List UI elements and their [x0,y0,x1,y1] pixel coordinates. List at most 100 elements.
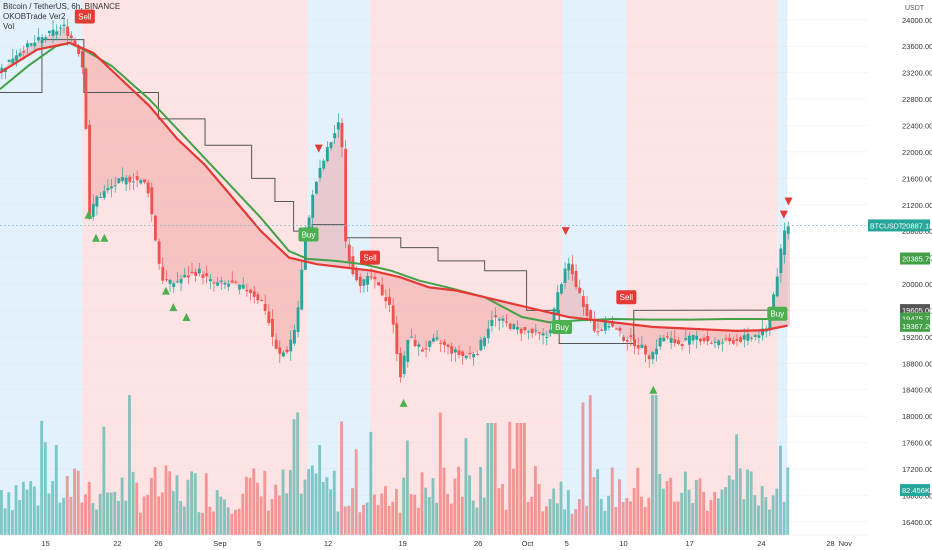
triangle-down-icon [561,227,570,236]
candle-body [99,196,103,198]
candle-body [183,275,187,277]
volume-bar [215,490,219,535]
signal-sell-label: Sell [620,293,634,302]
candle-body [761,328,764,336]
volume-bar [446,493,450,535]
volume-bar [661,488,665,535]
volume-bar [427,497,431,535]
candle-body [322,160,326,169]
volume-bar [438,412,442,535]
candle-body [622,336,626,341]
volume-bar [420,472,424,535]
x-tick-label: 22 [113,539,121,548]
volume-bar [760,485,764,535]
volume-bar [749,471,753,535]
candle-body [150,187,154,215]
candle-body [325,147,329,162]
candle-body [483,337,487,347]
candle-body [274,339,278,349]
candle-body [311,194,315,218]
volume-bar [526,502,530,535]
volume-bar [592,477,596,535]
candle-body [219,280,223,282]
candle-body [245,289,249,292]
volume-bar [691,502,695,535]
candle-body [51,29,55,36]
volume-bar [329,489,333,535]
candle-body [205,273,209,277]
volume-bar [786,467,790,535]
candle-body [194,271,198,276]
zone-red [82,0,308,535]
candle-body [618,327,622,331]
candle-body [36,36,40,41]
candle-body [388,296,391,305]
candle-body [340,122,344,148]
candle-body [596,331,600,333]
volume-title[interactable]: Vol [3,22,15,31]
candle-body [44,37,48,40]
indicator-title[interactable]: OKOBTrade Ver2 [3,12,66,21]
candle-body [121,177,124,181]
volume-bar [515,423,519,535]
volume-bar [230,513,234,535]
y-axis[interactable]: USDT 24000.00 23600.00 23200.00 22800.00 2240… [868,0,932,550]
volume-bar [0,489,3,535]
candle-body [530,328,534,334]
candle-body [223,283,227,285]
volume-bar [142,496,146,535]
volume-bar [395,489,398,535]
candle-body [702,337,706,342]
candle-body [431,338,435,342]
x-axis[interactable]: 15 22 26 Sep 5 12 19 26 Oct 5 10 17 24 28 Nov [0,534,868,548]
candle-body [73,40,77,44]
candle-body [541,333,545,336]
volume-bar [256,482,259,535]
y-tick-label: 23600.00 [902,42,932,51]
x-tick-label: 24 [757,539,765,548]
price-label-value: 19475.74 [902,315,932,324]
volume-bar [69,496,73,535]
candle-body [33,42,37,47]
volume-bar [753,495,757,535]
volume-bar [658,473,662,535]
candle-body [201,274,205,278]
volume-bar [544,506,548,535]
volume-bar [351,488,354,535]
candle-body [117,178,121,183]
volume-bar [431,478,435,535]
candle-body [285,349,289,353]
volume-bar [307,469,311,535]
volume-bar [738,468,742,535]
candle-body [783,230,786,255]
candle-body [164,279,168,281]
candle-body [435,337,439,340]
candle-body [698,338,702,342]
candle-body [384,297,388,302]
candle-body [585,304,589,316]
triangle-up-icon [100,233,109,242]
candle-body [355,268,359,281]
candle-body [329,142,333,149]
candle-body [739,337,743,342]
symbol-title[interactable]: Bitcoin / TetherUS, 6h, BINANCE [3,2,121,11]
volume-bar [614,506,618,535]
x-tick-label: Sep [213,539,226,548]
volume-bar [559,481,563,535]
volume-bar [460,496,464,535]
candle-body [687,335,691,345]
candle-body [40,37,44,44]
volume-bar [574,509,578,535]
candle-body [633,339,636,347]
volume-bar [449,503,453,535]
volume-bar [731,479,735,535]
candle-body [772,294,775,316]
candle-body [175,281,179,283]
x-tick-label: 15 [41,539,49,548]
volume-bar [768,509,771,535]
volume-bar [482,497,486,535]
candle-body [373,277,377,280]
candle-body [62,24,66,27]
volume-bar [519,423,523,535]
